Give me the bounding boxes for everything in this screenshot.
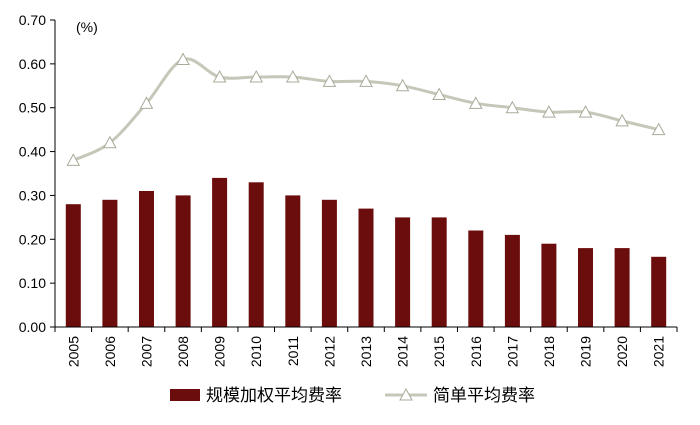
legend-label-line: 简单平均费率 [433,386,535,406]
x-tick-label: 2014 [395,336,411,367]
x-tick-label: 2009 [212,336,228,367]
x-tick-label: 2017 [504,336,520,367]
y-tick-label: 0.50 [19,100,46,116]
line-point-2008 [176,52,190,65]
legend-swatch-bar [170,389,200,401]
x-tick-label: 2018 [541,336,557,367]
x-tick-label: 2015 [431,336,447,367]
line-point-2018 [542,105,556,118]
x-tick-label: 2005 [65,336,81,367]
bar-2007 [139,191,154,327]
bar-2018 [541,243,557,327]
line-point-2009 [212,69,227,83]
x-tick-label: 2007 [138,336,154,367]
bar-2005 [65,204,81,327]
bar-2014 [395,217,411,327]
bar-2010 [248,182,264,327]
bar-2009 [212,177,228,327]
bar-2015 [431,217,447,327]
line-point-2020 [615,113,629,127]
line-point-2013 [359,74,373,87]
line-point-2006 [103,135,117,149]
simple-average-line [72,57,660,162]
legend-marker-triangle [399,387,413,401]
x-tick-label: 2019 [578,336,594,367]
y-axis: 0.00 0.10 0.20 0.30 0.40 0.50 0.60 0.70 [19,12,56,335]
line-point-2019 [578,105,593,118]
bar-2011 [285,195,301,327]
bar-2008 [175,195,191,327]
y-tick-label: 0.30 [19,187,46,203]
line-point-2014 [395,78,410,92]
bar-2020 [614,248,630,327]
x-tick-label: 2008 [175,336,191,367]
y-tick-label: 0.60 [19,56,46,72]
bars-layer [65,177,667,327]
y-tick-label: 0.10 [19,275,46,291]
y-tick-label: 0.70 [19,12,46,28]
x-tick-label: 2012 [321,336,337,367]
x-tick-label: 2020 [614,336,630,367]
line-point-2012 [322,74,337,87]
bar-2013 [358,208,374,327]
bar-2006 [102,199,118,327]
y-tick-label: 0.00 [19,319,46,335]
legend: 规模加权平均费率 简单平均费率 [170,386,535,406]
y-tick-label: 0.20 [19,231,46,247]
legend-label-bar: 规模加权平均费率 [206,386,342,406]
line-layer [66,52,666,166]
x-tick-label: 2013 [358,336,374,367]
bar-2012 [321,199,337,327]
line-point-2005 [66,153,81,166]
x-tick-label: 2010 [248,336,264,367]
x-tick-label: 2011 [285,336,301,366]
bar-2019 [578,248,593,327]
line-point-2015 [432,87,447,101]
line-point-2010 [249,69,264,83]
line-point-2016 [468,96,483,109]
y-unit-label: (%) [76,19,98,35]
y-tick-label: 0.40 [19,144,46,160]
line-point-2021 [651,122,666,136]
x-axis: 2005 2006 2007 2008 2009 2010 2011 2012 2013 2014… [54,326,678,367]
line-point-2007 [139,96,154,109]
x-tick-label: 2016 [468,336,484,367]
bar-2017 [504,234,520,327]
bar-2021 [651,256,667,327]
bar-2016 [468,230,484,327]
x-tick-label: 2021 [651,336,667,367]
line-point-2017 [505,100,520,114]
line-point-2011 [285,69,300,83]
x-tick-label: 2006 [102,336,118,367]
